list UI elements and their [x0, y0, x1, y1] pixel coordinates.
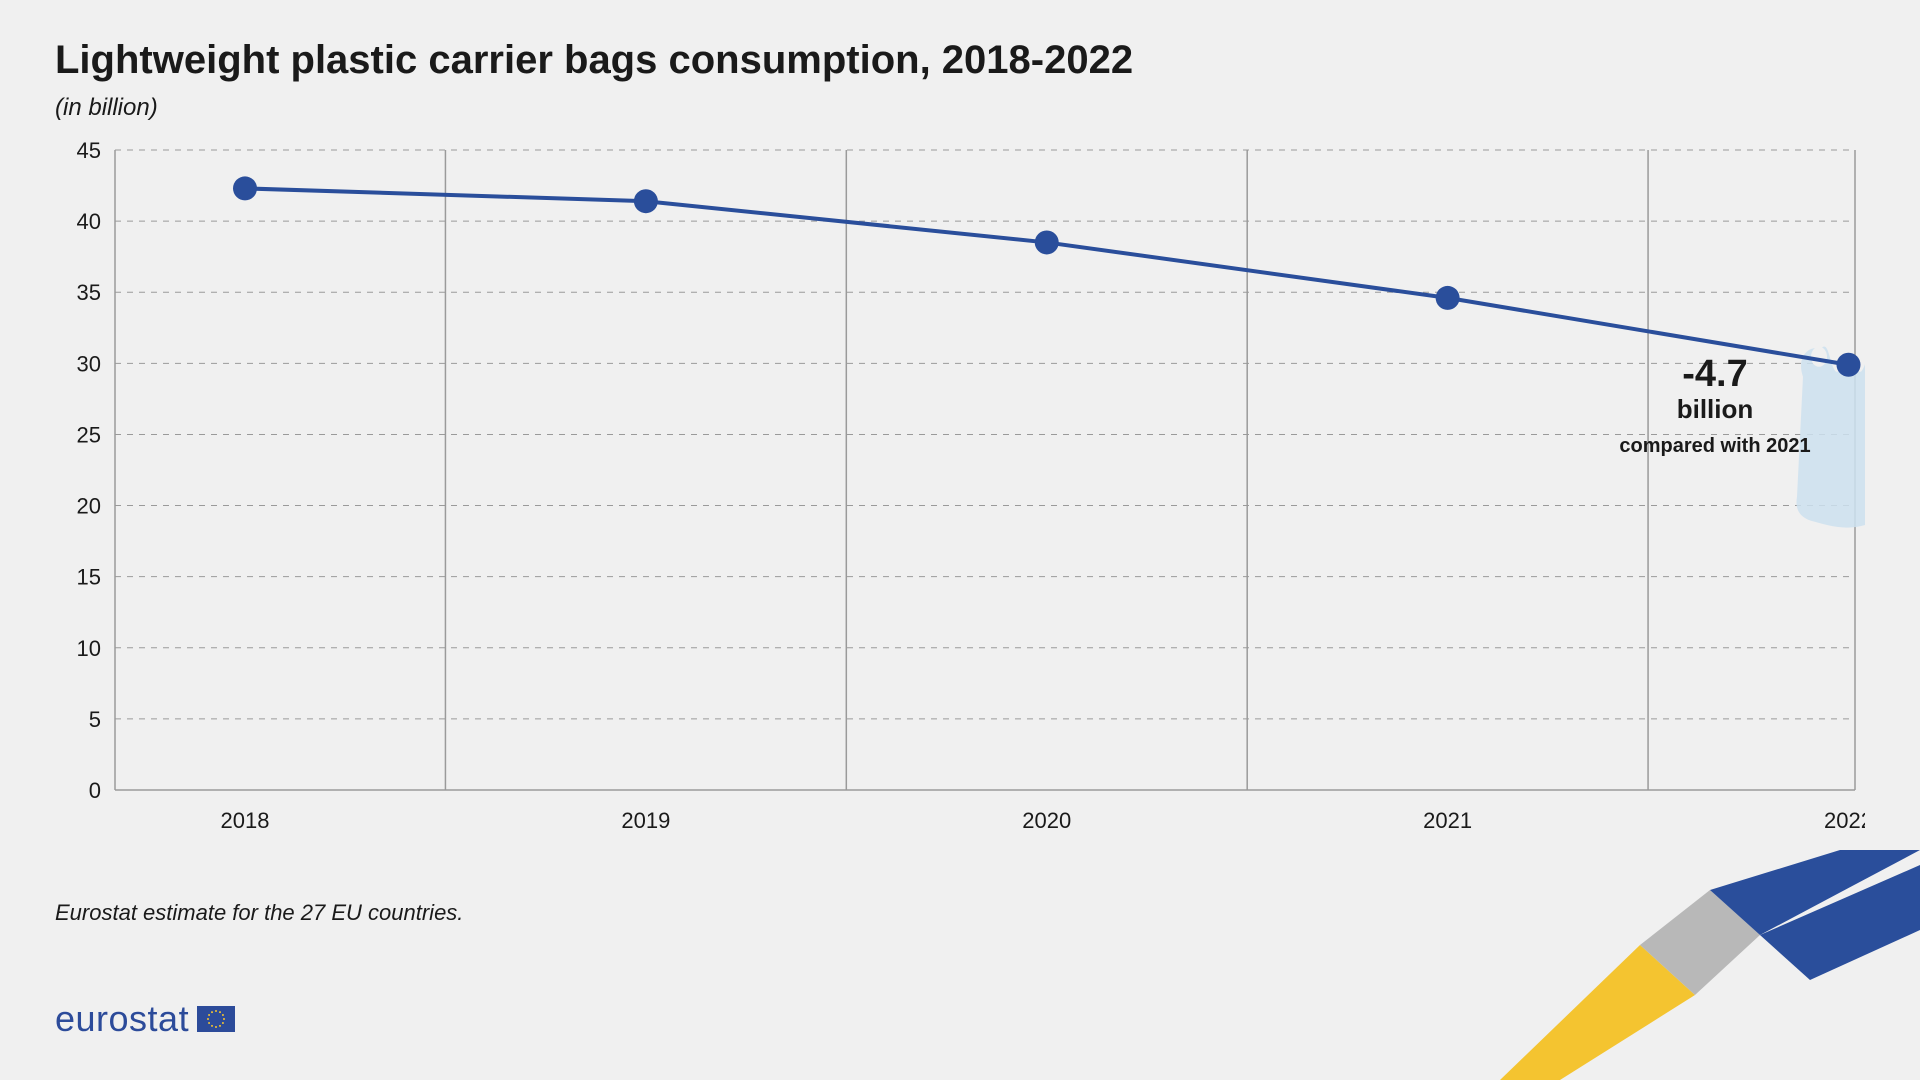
chart-title: Lightweight plastic carrier bags consump…: [55, 38, 1133, 83]
callout-unit: billion: [1615, 395, 1815, 424]
callout-value: -4.7: [1615, 355, 1815, 393]
svg-text:5: 5: [89, 707, 101, 732]
callout-text: compared with 2021: [1615, 434, 1815, 458]
chart-subtitle: (in billion): [55, 94, 158, 122]
callout-annotation: -4.7 billion compared with 2021: [1615, 355, 1815, 458]
svg-text:15: 15: [77, 565, 101, 590]
svg-text:2021: 2021: [1423, 808, 1472, 833]
svg-text:45: 45: [77, 138, 101, 163]
svg-text:0: 0: [89, 778, 101, 803]
chart-footnote: Eurostat estimate for the 27 EU countrie…: [55, 900, 463, 926]
svg-text:2018: 2018: [221, 808, 270, 833]
chart-area: 0 5 10 15 20 25 30 35 40 45 2018 2019 2020 2021 2022: [55, 130, 1865, 850]
svg-text:25: 25: [77, 422, 101, 447]
svg-text:2020: 2020: [1022, 808, 1071, 833]
svg-text:10: 10: [77, 636, 101, 661]
svg-text:2022: 2022: [1824, 808, 1865, 833]
svg-text:2019: 2019: [621, 808, 670, 833]
eurostat-logo: eurostat: [55, 998, 235, 1040]
svg-text:30: 30: [77, 351, 101, 376]
swoosh-decoration: [1500, 850, 1920, 1080]
svg-text:20: 20: [77, 494, 101, 519]
eurostat-logo-text: eurostat: [55, 998, 189, 1040]
svg-text:40: 40: [77, 209, 101, 234]
eu-flag-icon: [197, 1006, 235, 1032]
line-chart-svg: 0 5 10 15 20 25 30 35 40 45 2018 2019 2020 2021 2022: [55, 130, 1865, 850]
svg-text:35: 35: [77, 280, 101, 305]
